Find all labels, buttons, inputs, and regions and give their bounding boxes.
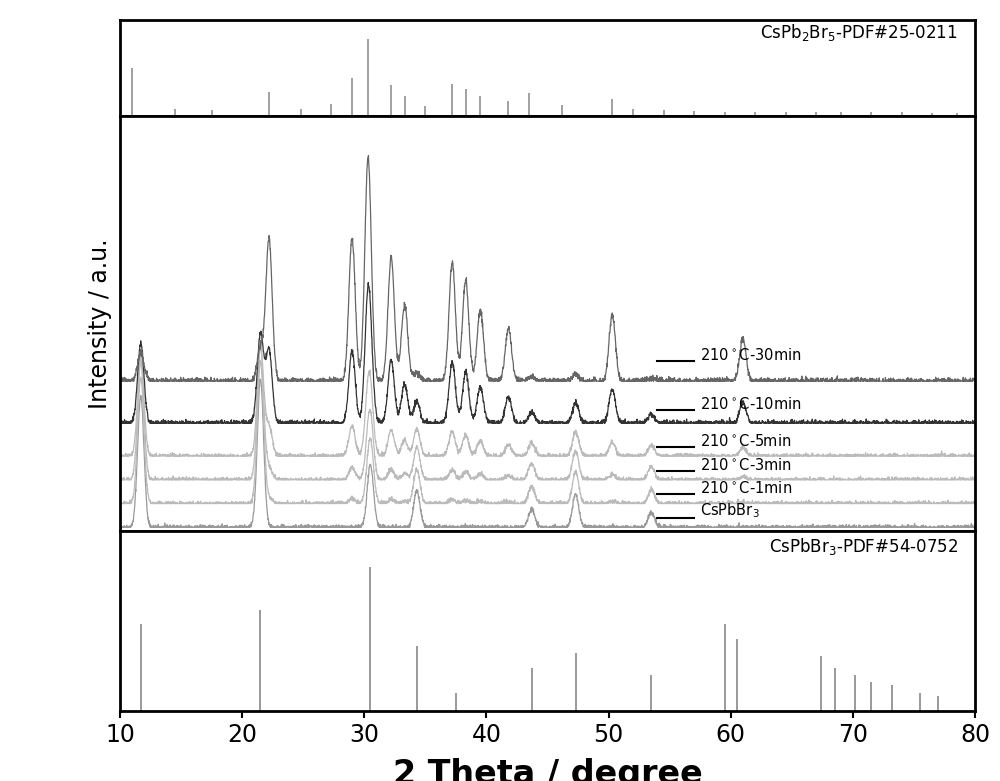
Text: 210$^\circ$C-1min: 210$^\circ$C-1min bbox=[700, 480, 792, 496]
Text: CsPbBr$_3$-PDF#54-0752: CsPbBr$_3$-PDF#54-0752 bbox=[769, 537, 958, 558]
X-axis label: 2 Theta / degree: 2 Theta / degree bbox=[393, 758, 702, 781]
Text: CsPb$_2$Br$_5$-PDF#25-0211: CsPb$_2$Br$_5$-PDF#25-0211 bbox=[760, 23, 958, 44]
Text: 210$^\circ$C-30min: 210$^\circ$C-30min bbox=[700, 347, 802, 363]
Text: 210$^\circ$C-10min: 210$^\circ$C-10min bbox=[700, 396, 802, 412]
Text: 210$^\circ$C-3min: 210$^\circ$C-3min bbox=[700, 457, 792, 473]
Text: CsPbBr$_3$: CsPbBr$_3$ bbox=[700, 501, 760, 520]
Text: 210$^\circ$C-5min: 210$^\circ$C-5min bbox=[700, 433, 792, 449]
Y-axis label: Intensity / a.u.: Intensity / a.u. bbox=[88, 238, 112, 409]
